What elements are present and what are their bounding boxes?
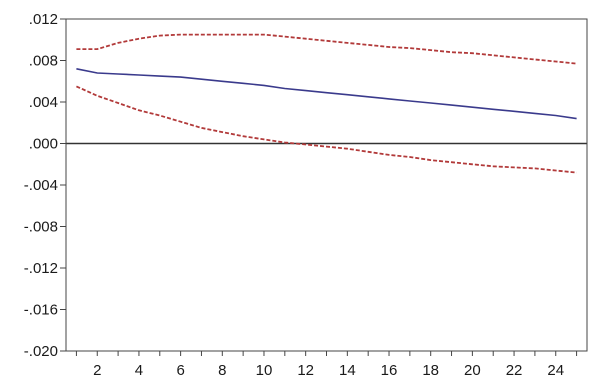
x-tick-label: 10 (256, 362, 273, 379)
y-tick-label: .012 (29, 11, 58, 28)
y-tick-label: -.020 (24, 343, 58, 360)
x-tick-label: 20 (464, 362, 481, 379)
y-tick-label: -.008 (24, 219, 58, 236)
y-tick-label: -.012 (24, 260, 58, 277)
plot-frame (65, 18, 588, 352)
x-tick-label: 8 (218, 362, 226, 379)
y-tick-label: .004 (29, 94, 58, 111)
y-tick-label: -.004 (24, 177, 58, 194)
y-tick-label: .000 (29, 136, 58, 153)
x-tick-label: 22 (506, 362, 523, 379)
series-lower-band (76, 85, 577, 174)
x-tick-label: 4 (135, 362, 143, 379)
x-tick-label: 12 (297, 362, 314, 379)
series-upper-band (76, 33, 577, 65)
chart-series (66, 33, 587, 174)
x-axis-ticks: 2 4 6 8 10 12 14 16 18 20 22 24 (75, 351, 578, 379)
x-tick-label: 2 (93, 362, 101, 379)
x-tick-label: 24 (547, 362, 564, 379)
series-response (76, 68, 577, 120)
x-tick-label: 6 (176, 362, 184, 379)
y-tick-label: -.016 (24, 302, 58, 319)
x-tick-label: 16 (381, 362, 398, 379)
x-tick-label: 18 (422, 362, 439, 379)
y-axis-ticks: .012 .008 .004 .000 -.004 -.008 -.012 -.016 -.02… (24, 11, 66, 360)
x-tick-label: 14 (339, 362, 356, 379)
y-tick-label: .008 (29, 53, 58, 70)
